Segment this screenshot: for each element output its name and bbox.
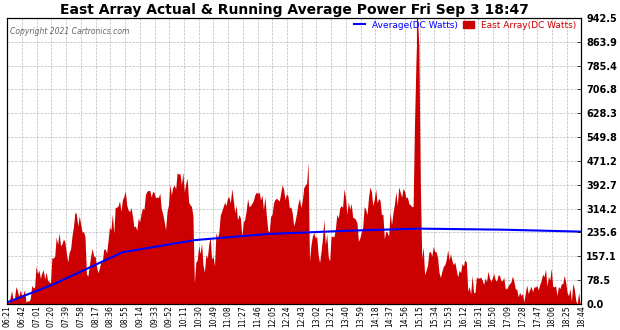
Title: East Array Actual & Running Average Power Fri Sep 3 18:47: East Array Actual & Running Average Powe… bbox=[60, 3, 529, 17]
Text: Copyright 2021 Cartronics.com: Copyright 2021 Cartronics.com bbox=[10, 26, 130, 36]
Legend: Average(DC Watts), East Array(DC Watts): Average(DC Watts), East Array(DC Watts) bbox=[353, 19, 577, 30]
